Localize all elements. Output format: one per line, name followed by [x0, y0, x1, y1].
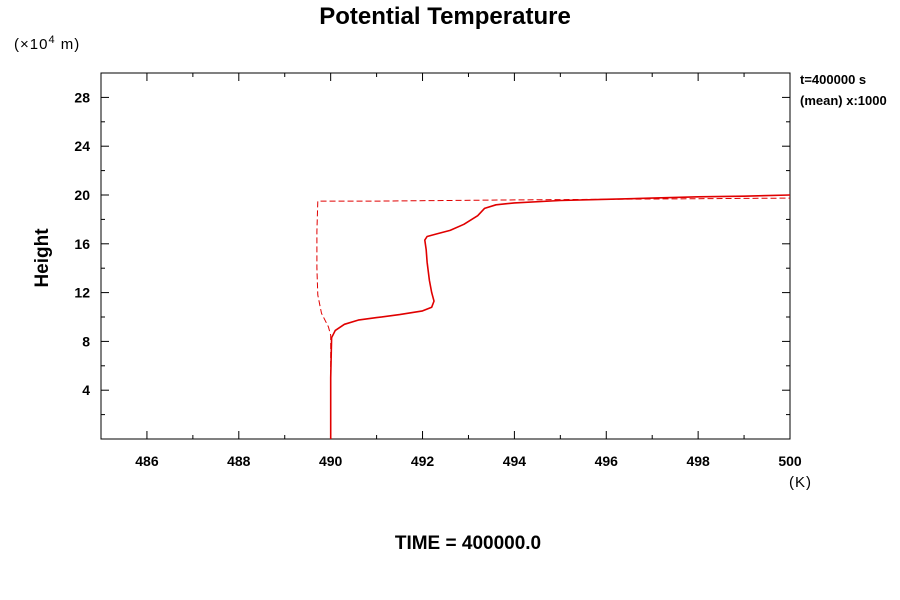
x-tick-label: 498 — [686, 453, 710, 469]
x-tick-label: 492 — [411, 453, 435, 469]
plot-frame — [100, 72, 791, 440]
y-axis-label: Height — [32, 228, 53, 288]
y-axis-unit-prefix: (×10 — [14, 36, 48, 53]
time-footer: TIME = 400000.0 — [395, 533, 541, 554]
y-tick-label: 4 — [82, 382, 90, 398]
x-tick-label: 490 — [319, 453, 343, 469]
y-axis-unit-exponent: 4 — [48, 34, 55, 46]
x-tick-label: 488 — [227, 453, 251, 469]
chart-title: Potential Temperature — [319, 3, 571, 30]
axis-ticks — [100, 73, 791, 439]
x-tick-label: 496 — [595, 453, 619, 469]
y-tick-label: 16 — [74, 236, 90, 252]
mean-annotation: (mean) x:1000 — [800, 93, 887, 108]
x-axis-label: (K) — [789, 474, 812, 491]
y-axis-unit: (×104 m) — [14, 34, 80, 53]
time-annotation: t=400000 s — [800, 72, 866, 87]
axis-tick-labels: 486 488 490 492 494 496 498 500 4 8 12 16 20 24 28 — [74, 89, 801, 469]
y-tick-label: 28 — [74, 89, 90, 105]
series-layer — [316, 194, 791, 439]
x-tick-label: 500 — [778, 453, 802, 469]
x-tick-label: 486 — [135, 453, 159, 469]
y-tick-label: 24 — [74, 138, 90, 154]
dashed-series-line — [316, 197, 791, 439]
y-axis-unit-suffix: m) — [56, 36, 81, 53]
y-tick-label: 12 — [74, 285, 90, 301]
y-tick-label: 8 — [82, 333, 90, 349]
x-tick-label: 494 — [503, 453, 527, 469]
solid-series-line — [329, 194, 791, 439]
y-tick-label: 20 — [74, 187, 90, 203]
